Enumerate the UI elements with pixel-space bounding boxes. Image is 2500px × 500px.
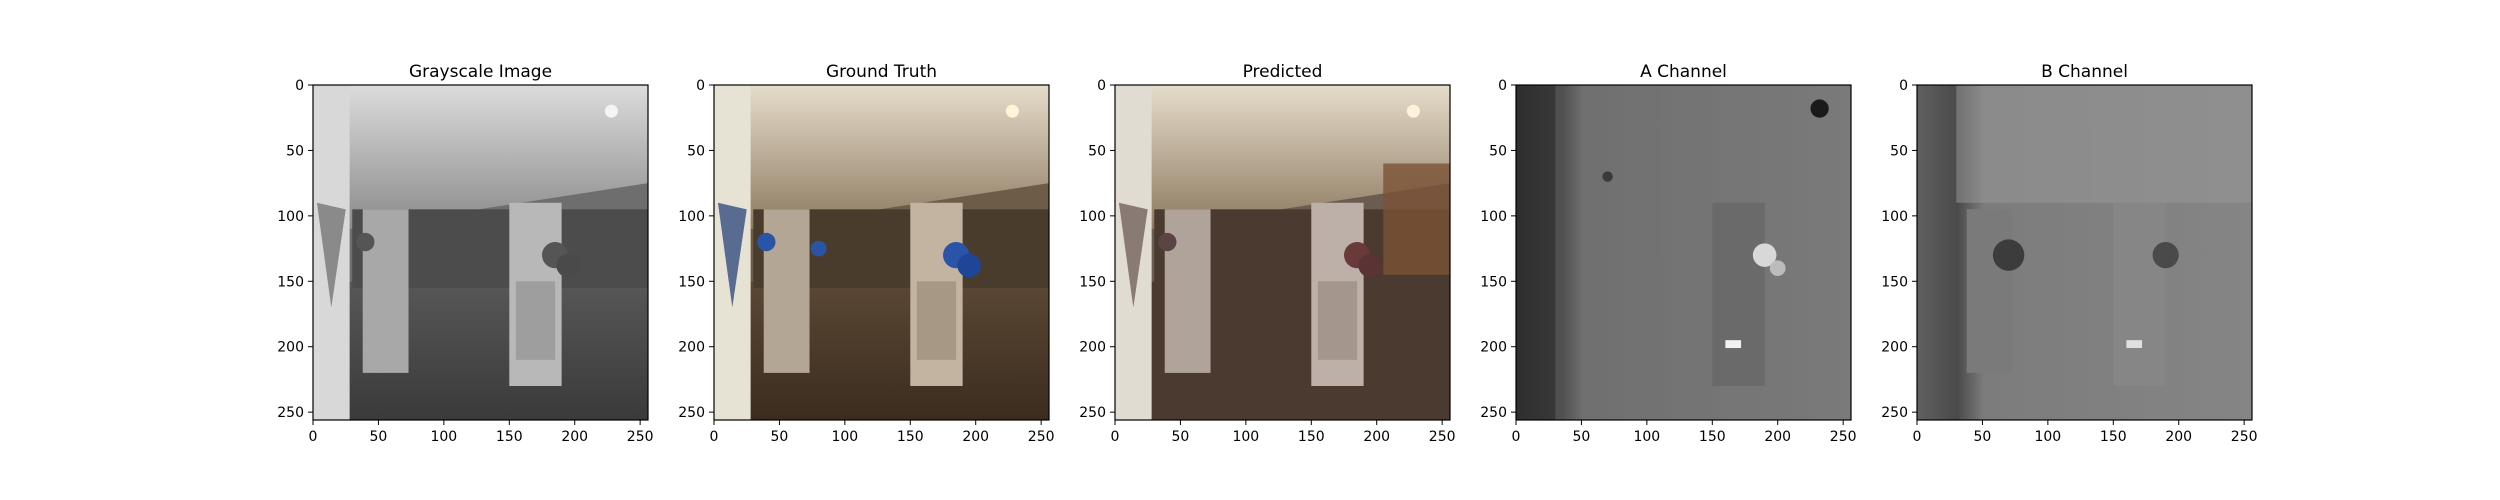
y-tick-label: 150 — [277, 274, 304, 290]
x-tick-label: 100 — [831, 429, 858, 445]
y-tick-label: 100 — [1079, 209, 1106, 225]
x-tick-label: 50 — [370, 429, 388, 445]
y-tick-label: 250 — [1079, 405, 1106, 421]
panel-5: B Channel 0 50 100 150 200 250 0 50 100 150 200 250 — [1881, 62, 2257, 445]
panel-title: B Channel — [2041, 62, 2128, 82]
y-tick-label: 0 — [1097, 78, 1106, 94]
x-tick-label: 0 — [309, 429, 318, 445]
y-tick-label: 0 — [1899, 78, 1908, 94]
y-tick-label: 250 — [277, 405, 304, 421]
y-tick-label: 50 — [1890, 143, 1908, 159]
y-tick-label: 200 — [277, 340, 304, 356]
y-tick-label: 200 — [1480, 340, 1507, 356]
x-tick-label: 150 — [1699, 429, 1726, 445]
panel-4: A Channel 0 50 100 150 200 250 0 50 100 150 200 250 — [1480, 62, 1856, 445]
x-tick-label: 250 — [1028, 429, 1055, 445]
y-tick-label: 150 — [1881, 274, 1908, 290]
y-tick-label: 50 — [687, 143, 705, 159]
x-tick-label: 50 — [1573, 429, 1591, 445]
x-tick-label: 0 — [710, 429, 719, 445]
x-tick-label: 250 — [2231, 429, 2258, 445]
x-tick-label: 50 — [1172, 429, 1190, 445]
x-tick-label: 150 — [1298, 429, 1325, 445]
panel-title: Predicted — [1243, 62, 1323, 82]
y-tick-label: 50 — [1489, 143, 1507, 159]
axes-frame — [1515, 84, 1852, 421]
y-tick-label: 0 — [1498, 78, 1507, 94]
image-content — [714, 85, 1049, 420]
x-tick-label: 150 — [897, 429, 924, 445]
x-tick-label: 200 — [1764, 429, 1791, 445]
x-tick-label: 250 — [627, 429, 654, 445]
panel-title: Grayscale Image — [409, 62, 552, 82]
x-tick-label: 0 — [1111, 429, 1120, 445]
axes-frame — [713, 84, 1050, 421]
y-tick-label: 200 — [1881, 340, 1908, 356]
axes-frame — [1114, 84, 1451, 421]
y-tick-label: 100 — [678, 209, 705, 225]
x-tick-label: 250 — [1429, 429, 1456, 445]
axes-frame — [1916, 84, 2253, 421]
image-content — [313, 85, 648, 420]
panel-2: Ground Truth 0 50 100 150 200 250 0 50 100 150 200 2… — [678, 62, 1054, 445]
x-tick-label: 150 — [2100, 429, 2127, 445]
x-tick-label: 200 — [561, 429, 588, 445]
panel-title: Ground Truth — [826, 62, 937, 82]
axes-frame — [312, 84, 649, 421]
x-tick-label: 100 — [1633, 429, 1660, 445]
y-tick-label: 100 — [277, 209, 304, 225]
x-tick-label: 200 — [962, 429, 989, 445]
y-tick-label: 250 — [1480, 405, 1507, 421]
y-tick-label: 250 — [678, 405, 705, 421]
y-tick-label: 100 — [1480, 209, 1507, 225]
y-tick-label: 200 — [678, 340, 705, 356]
y-tick-label: 150 — [678, 274, 705, 290]
x-tick-label: 100 — [1232, 429, 1259, 445]
panel-title: A Channel — [1640, 62, 1727, 82]
image-content — [1917, 85, 2252, 420]
y-tick-label: 0 — [295, 78, 304, 94]
image-content — [1115, 85, 1450, 420]
y-tick-label: 250 — [1881, 405, 1908, 421]
x-tick-label: 200 — [1363, 429, 1390, 445]
x-tick-label: 0 — [1512, 429, 1521, 445]
panel-3: Predicted 0 50 100 150 200 250 0 50 100 150 200 250 — [1079, 62, 1455, 445]
x-tick-label: 100 — [2034, 429, 2061, 445]
y-tick-label: 50 — [286, 143, 304, 159]
x-tick-label: 200 — [2165, 429, 2192, 445]
y-tick-label: 200 — [1079, 340, 1106, 356]
x-tick-label: 100 — [430, 429, 457, 445]
x-tick-label: 50 — [771, 429, 789, 445]
panel-1: Grayscale Image 0 50 100 150 200 250 0 50 100 150 2… — [277, 62, 653, 445]
image-content — [1516, 85, 1851, 420]
x-tick-label: 50 — [1974, 429, 1992, 445]
x-tick-label: 150 — [496, 429, 523, 445]
y-tick-label: 150 — [1079, 274, 1106, 290]
y-tick-label: 150 — [1480, 274, 1507, 290]
y-tick-label: 100 — [1881, 209, 1908, 225]
y-tick-label: 50 — [1088, 143, 1106, 159]
x-tick-label: 250 — [1830, 429, 1857, 445]
x-tick-label: 0 — [1913, 429, 1922, 445]
y-tick-label: 0 — [696, 78, 705, 94]
